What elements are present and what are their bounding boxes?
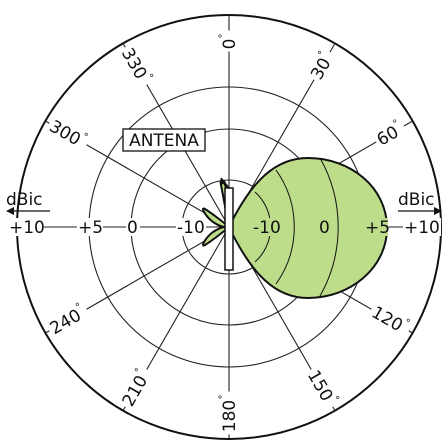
back-lobe-lower (202, 225, 232, 247)
unit-label-right: dBic (398, 190, 435, 210)
lobe-grid-arc-1 (275, 169, 295, 285)
angle-label-150: 150° (301, 363, 343, 413)
antenna-label: ANTENA (129, 131, 199, 151)
scale-left-plus10: +10 (9, 218, 45, 238)
angle-label-210: 210° (115, 363, 157, 413)
unit-arrowhead-left (6, 207, 14, 215)
angle-label-30: 30° (304, 46, 340, 86)
degree-mark-330: ° (143, 72, 155, 82)
antenna-leader-arrow (220, 178, 226, 186)
angle-value-180: 180 (220, 400, 240, 432)
degree-mark-0: ° (218, 34, 229, 39)
degree-mark-180: ° (218, 395, 229, 400)
angle-label-180: 180° (218, 391, 240, 435)
angle-label-0: 0° (218, 30, 240, 52)
angle-label-120: 120° (365, 299, 415, 341)
scale-right-plus10: +10 (404, 218, 440, 238)
degree-mark-150: ° (329, 394, 341, 404)
antenna-label-box (122, 128, 206, 152)
lobe-grid-arc-2 (319, 157, 339, 297)
degree-mark-240: ° (74, 301, 84, 313)
angle-label-300: 300° (43, 113, 93, 155)
scale-right-zero: 0 (319, 218, 330, 238)
unit-label-left: dBic (6, 190, 43, 210)
unit-arrowhead-right (434, 207, 442, 215)
back-lobe-upper (202, 207, 232, 229)
scale-right-minus10: -10 (253, 218, 281, 238)
degree-mark-210: ° (133, 367, 145, 377)
scale-left-zero: 0 (127, 218, 138, 238)
degree-mark-120: ° (402, 317, 412, 329)
scale-left-plus5: +5 (78, 218, 103, 238)
angle-value-0: 0 (220, 39, 240, 50)
degree-mark-60: ° (392, 118, 402, 130)
degree-mark-30: ° (316, 49, 328, 59)
angle-label-240: 240° (43, 299, 93, 341)
scale-right-plus5: +5 (365, 218, 390, 238)
antenna-element (224, 187, 234, 271)
angle-label-60: 60° (370, 116, 410, 152)
scale-left-minus10: -10 (177, 218, 205, 238)
degree-mark-300: ° (80, 131, 90, 143)
angle-label-330: 330° (115, 41, 157, 91)
